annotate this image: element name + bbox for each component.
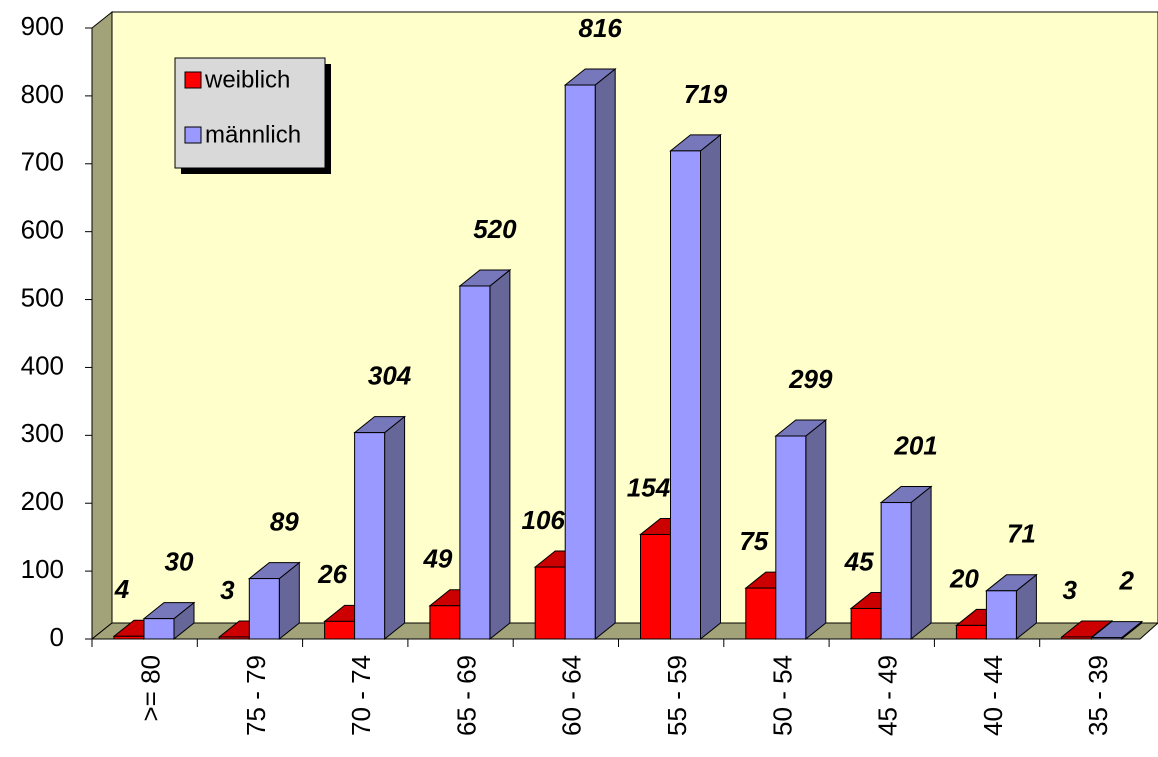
value-label: 154 [627,472,671,502]
bar [429,605,461,640]
value-label: 89 [270,506,299,536]
value-label: 30 [165,547,194,577]
y-tick-label: 900 [21,11,64,41]
legend-label: weiblich [204,66,290,93]
value-label: 4 [114,574,130,604]
value-label: 71 [1007,519,1036,549]
value-label: 75 [739,526,768,556]
x-tick-label: >= 80 [136,655,166,722]
x-tick-label: 70 - 74 [346,655,376,736]
bar [850,607,882,640]
y-tick-label: 300 [21,418,64,448]
x-tick-label: 65 - 69 [451,655,481,736]
bar [640,533,671,640]
y-tick-label: 800 [21,79,64,109]
value-label: 719 [684,79,728,109]
bar [113,635,145,640]
x-tick-label: 60 - 64 [557,655,587,736]
x-tick-label: 50 - 54 [767,655,797,736]
bar [1091,637,1123,640]
side-wall [91,10,113,641]
legend-label: männlich [205,121,301,148]
bar [985,590,1017,640]
bar [459,285,491,640]
y-tick-label: 500 [21,282,64,312]
y-tick-label: 700 [21,147,64,177]
bar [1061,636,1093,640]
value-label: 3 [1062,575,1077,605]
bar [775,435,807,640]
value-label: 2 [1118,566,1134,596]
bar [880,502,912,640]
bar-side [910,485,932,641]
x-tick-label: 35 - 39 [1083,655,1113,736]
value-label: 3 [220,575,235,605]
bar-side [594,67,616,641]
bar-side [700,133,721,641]
bar [324,620,356,640]
legend-swatch [184,71,202,89]
value-label: 26 [317,559,347,589]
value-label: 45 [844,546,874,576]
bar [218,636,250,640]
value-label: 49 [422,544,452,574]
legend-swatch [184,126,202,144]
y-tick-label: 400 [21,350,64,380]
value-label: 816 [579,13,623,43]
bar [534,566,566,640]
x-tick-label: 40 - 44 [978,655,1008,736]
value-label: 20 [949,563,979,593]
value-label: 106 [522,505,566,535]
bar-side [489,268,511,641]
y-tick-label: 200 [21,486,64,516]
value-label: 299 [788,364,833,394]
bar [248,578,280,640]
value-label: 304 [368,360,412,390]
bar [564,84,596,640]
x-tick-label: 45 - 49 [873,655,903,736]
y-tick-label: 100 [21,554,64,584]
value-label: 201 [893,430,937,460]
bar [745,587,777,640]
value-label: 520 [473,214,517,244]
bar [955,624,987,640]
x-tick-label: 55 - 59 [662,655,692,736]
y-tick-label: 600 [21,215,64,245]
bar-side [805,418,827,641]
bar-side [384,415,406,641]
bar [143,618,175,640]
x-tick-label: 75 - 79 [241,655,271,736]
bar [354,432,386,640]
y-tick-label: 0 [50,622,64,652]
bar [670,150,701,640]
